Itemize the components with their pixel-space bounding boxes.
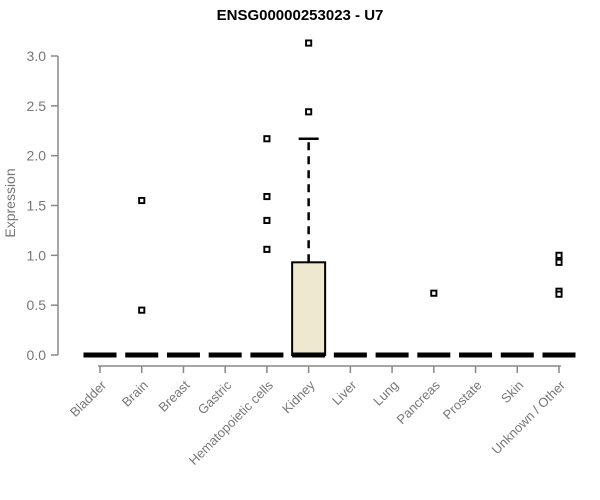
outlier-point	[138, 306, 146, 314]
box-rect	[291, 261, 327, 356]
x-tick-label: Liver	[329, 377, 360, 408]
median-line	[417, 352, 451, 358]
outlier-point	[263, 245, 271, 253]
outlier-point	[138, 196, 146, 205]
median-line	[542, 352, 576, 358]
x-tick-label: Gastric	[195, 377, 235, 417]
x-tick-label: Kidney	[279, 377, 318, 416]
y-tick-label: 3.0	[27, 48, 47, 64]
outlier-point	[555, 258, 563, 266]
axes: 0.0 0.5 1.0 1.5 2.0 2.5 3.0 Bladder Brain Breast G…	[27, 48, 569, 468]
outlier-point	[555, 290, 563, 298]
y-tick-label: 0.0	[27, 347, 47, 363]
x-tick-label: Bladder	[67, 377, 110, 420]
y-tick-label: 2.0	[27, 148, 47, 164]
y-tick-label: 0.5	[27, 297, 47, 313]
outlier-point	[305, 108, 313, 116]
outlier-point	[555, 251, 563, 259]
median-line	[333, 352, 367, 358]
median-line	[292, 352, 326, 358]
x-tick-label: Unknown / Other	[489, 377, 569, 457]
outlier-point	[263, 216, 271, 225]
median-line	[166, 352, 200, 358]
x-tick-label: Brain	[119, 378, 151, 410]
plot-area	[83, 39, 576, 358]
median-line	[83, 352, 117, 358]
median-line	[459, 352, 493, 358]
outlier-point	[263, 192, 271, 201]
x-tick-label: Lung	[370, 378, 401, 409]
outlier-point	[305, 39, 313, 47]
median-line	[500, 352, 534, 358]
x-tick-label: Pancreas	[393, 377, 443, 427]
y-tick-label: 2.5	[27, 98, 47, 114]
x-tick-label: Prostate	[440, 378, 485, 423]
x-tick-label: Breast	[155, 377, 192, 414]
median-line	[250, 352, 284, 358]
y-tick-label: 1.0	[27, 247, 47, 263]
y-tick-label: 1.5	[27, 198, 47, 214]
median-line	[208, 352, 242, 358]
chart-title: ENSG00000253023 - U7	[217, 7, 384, 24]
median-line	[125, 352, 159, 358]
outlier-point	[263, 135, 271, 143]
median-line	[375, 352, 409, 358]
outlier-point	[430, 289, 438, 297]
y-axis-label: Expression	[2, 168, 18, 237]
x-tick-label: Skin	[498, 378, 526, 406]
